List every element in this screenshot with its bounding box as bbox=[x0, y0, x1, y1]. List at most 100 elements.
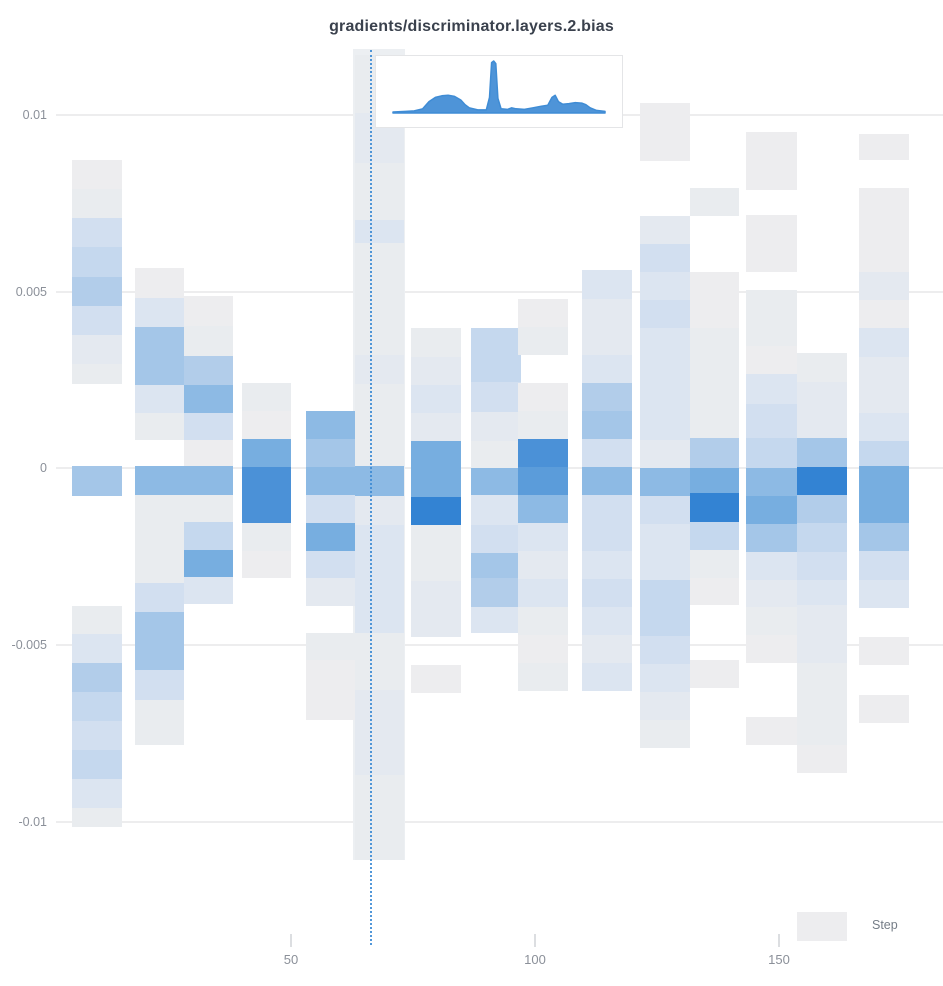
y-tick-label: 0.01 bbox=[22, 108, 47, 122]
histogram-bin bbox=[746, 552, 797, 580]
histogram-bin bbox=[72, 721, 122, 750]
histogram-bin bbox=[859, 580, 909, 608]
histogram-bin bbox=[797, 467, 847, 495]
histogram-bin bbox=[582, 299, 632, 327]
histogram-bin bbox=[690, 300, 739, 328]
histogram-bin bbox=[797, 495, 847, 523]
histogram-bin bbox=[746, 580, 797, 607]
histogram-bin bbox=[746, 717, 797, 745]
histogram-bin-hovered bbox=[355, 525, 404, 575]
x-tick-mark bbox=[534, 934, 536, 947]
histogram-bin bbox=[746, 404, 797, 438]
histogram-bin bbox=[72, 466, 122, 496]
histogram-bin bbox=[184, 466, 233, 495]
histogram-bin bbox=[582, 467, 632, 495]
histogram-bin bbox=[518, 663, 568, 691]
histogram-bin bbox=[518, 383, 568, 411]
histogram-bin bbox=[184, 326, 233, 356]
histogram-bin bbox=[72, 218, 122, 247]
histogram-bin bbox=[640, 244, 690, 272]
histogram-bin bbox=[72, 160, 122, 189]
histogram-bin bbox=[797, 523, 847, 552]
histogram-bin bbox=[690, 272, 739, 300]
histogram-bin bbox=[471, 607, 521, 633]
distribution-sparkline bbox=[392, 60, 606, 114]
histogram-bin bbox=[797, 552, 847, 580]
histogram-bin bbox=[518, 495, 568, 523]
histogram-bin bbox=[518, 607, 568, 635]
histogram-bin bbox=[411, 357, 461, 385]
histogram-bin bbox=[72, 247, 122, 277]
histogram-bin bbox=[518, 411, 568, 439]
histogram-bin bbox=[859, 272, 909, 300]
histogram-bin bbox=[640, 496, 690, 524]
histogram-bin bbox=[242, 439, 291, 467]
histogram-bin bbox=[640, 664, 690, 692]
histogram-bin bbox=[411, 497, 461, 525]
histogram-bin bbox=[859, 188, 909, 216]
histogram-bin bbox=[471, 441, 521, 468]
chart-title: gradients/discriminator.layers.2.bias bbox=[329, 18, 614, 35]
histogram-bin bbox=[690, 578, 739, 605]
histogram-bin-hovered bbox=[355, 220, 404, 243]
histogram-bin bbox=[184, 356, 233, 385]
histogram-bin bbox=[859, 216, 909, 244]
histogram-bin bbox=[518, 579, 568, 607]
histogram-bin bbox=[306, 688, 355, 720]
histogram-bin bbox=[135, 385, 184, 413]
histogram-bin bbox=[411, 441, 461, 469]
histogram-bin bbox=[797, 717, 847, 745]
histogram-bin bbox=[690, 328, 739, 356]
histogram-bin bbox=[582, 383, 632, 411]
x-axis-title: Step bbox=[872, 918, 898, 932]
histogram-bin bbox=[471, 468, 521, 495]
histogram-bin bbox=[640, 692, 690, 720]
histogram-bin bbox=[690, 188, 739, 216]
histogram-bin bbox=[411, 581, 461, 609]
histogram-bin-hovered bbox=[355, 690, 404, 775]
histogram-bin bbox=[746, 607, 797, 635]
histogram-bin bbox=[184, 296, 233, 326]
histogram-bin bbox=[746, 346, 797, 374]
histogram-bin bbox=[518, 327, 568, 355]
histogram-bin bbox=[135, 298, 184, 327]
histogram-bin bbox=[746, 496, 797, 524]
histogram-bin bbox=[859, 695, 909, 723]
histogram-bin bbox=[640, 608, 690, 636]
histogram-bin bbox=[582, 355, 632, 383]
histogram-bin bbox=[640, 412, 690, 440]
histogram-bin-hovered bbox=[355, 355, 404, 384]
histogram-bin bbox=[640, 356, 690, 384]
histogram-bin-hovered bbox=[355, 496, 404, 525]
histogram-bin bbox=[242, 495, 291, 523]
histogram-bin bbox=[72, 663, 122, 692]
y-tick-label: 0.005 bbox=[15, 285, 47, 299]
histogram-bin bbox=[859, 328, 909, 357]
histogram-bin bbox=[135, 641, 184, 670]
histogram-bin bbox=[518, 523, 568, 551]
histogram-bin bbox=[582, 327, 632, 355]
histogram-bin bbox=[640, 272, 690, 300]
histogram-bin bbox=[471, 357, 521, 382]
x-tick-label: 100 bbox=[524, 952, 546, 967]
histogram-bin bbox=[582, 579, 632, 607]
histogram-bin bbox=[72, 606, 122, 634]
y-gridline bbox=[56, 644, 943, 646]
histogram-bin bbox=[306, 439, 355, 467]
histogram-bin bbox=[859, 466, 909, 523]
y-tick-label: -0.005 bbox=[11, 638, 47, 652]
histogram-bin bbox=[242, 411, 291, 439]
histogram-bin bbox=[135, 700, 184, 745]
histogram-bin bbox=[690, 660, 739, 688]
histogram-bin bbox=[746, 132, 797, 190]
histogram-bin bbox=[746, 374, 797, 404]
histogram-bin bbox=[72, 779, 122, 808]
histogram-bin bbox=[135, 583, 184, 612]
histogram-bin bbox=[518, 551, 568, 579]
histogram-bin bbox=[411, 553, 461, 581]
histogram-bin bbox=[859, 300, 909, 328]
hover-crosshair-line bbox=[370, 50, 372, 945]
histogram-bin bbox=[640, 636, 690, 664]
histogram-bin bbox=[72, 692, 122, 721]
